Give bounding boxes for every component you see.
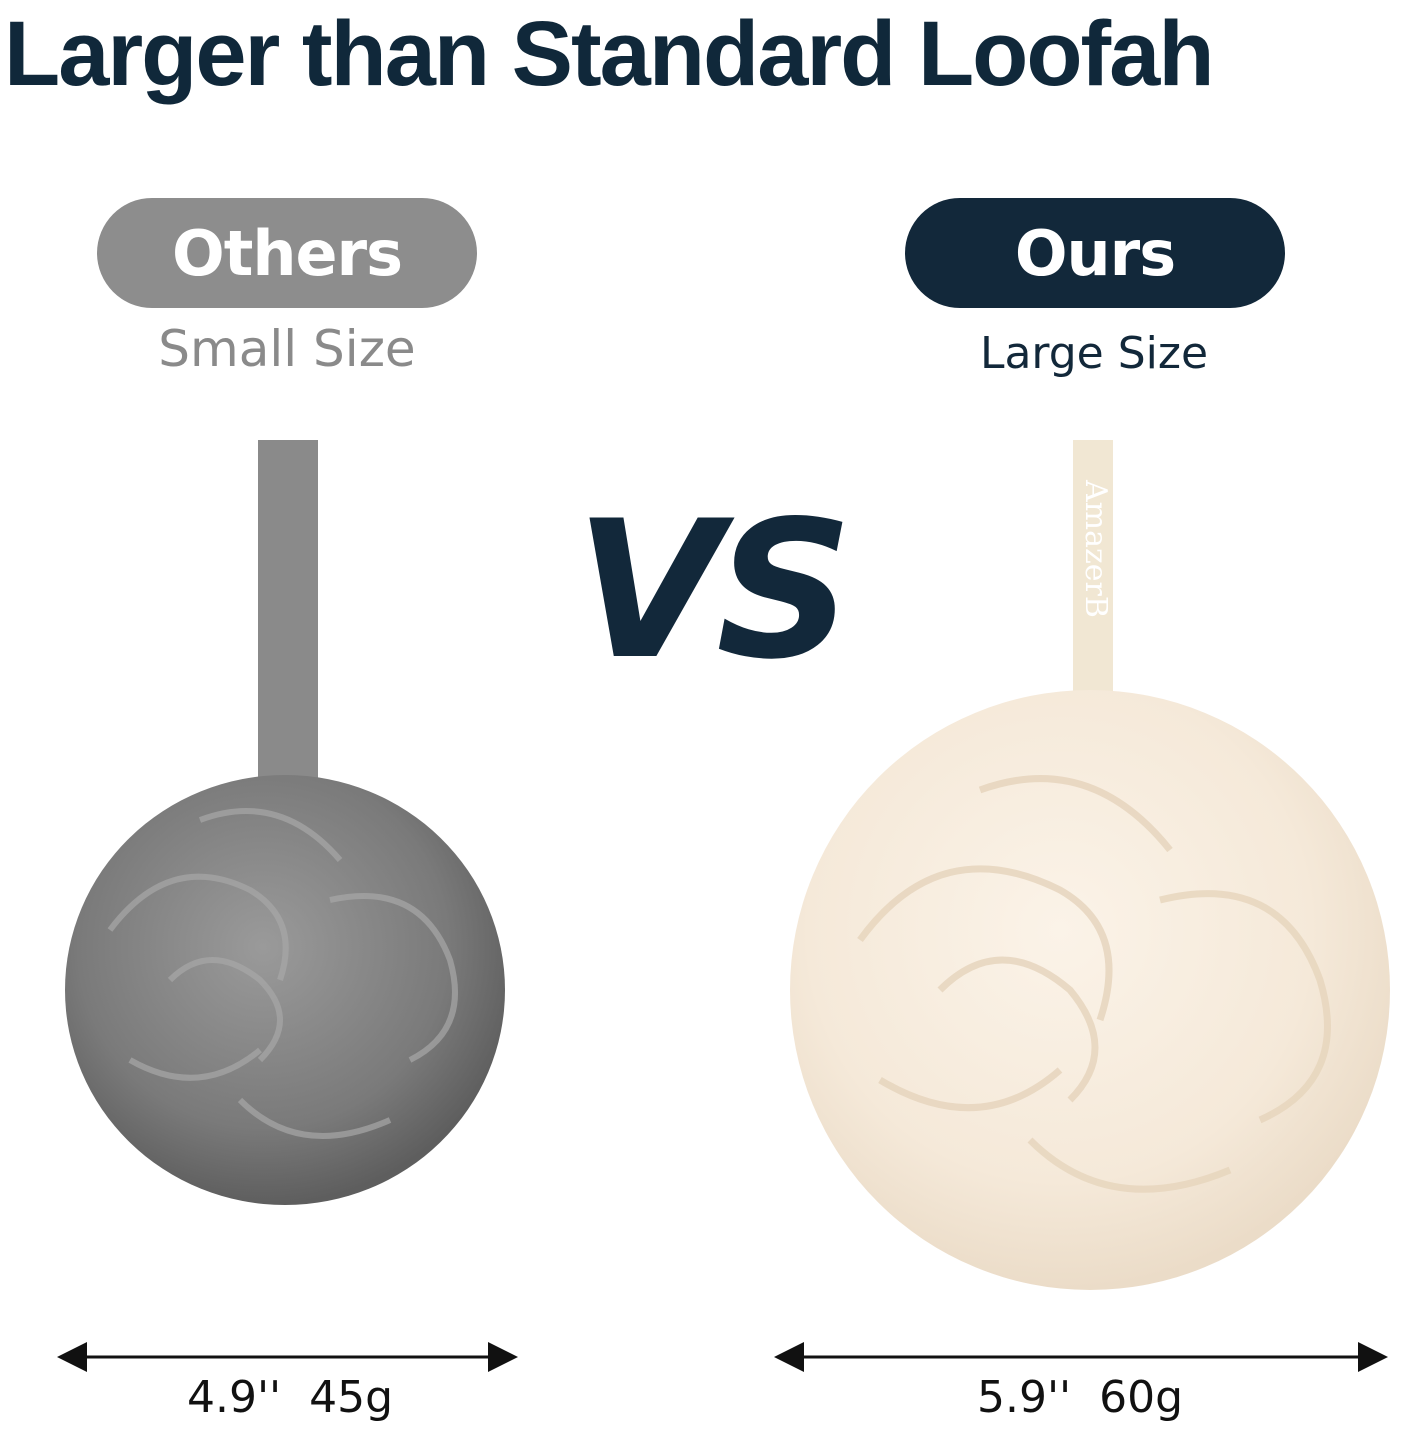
- others-label: Others: [171, 216, 403, 290]
- ours-subtitle: Large Size: [979, 328, 1209, 379]
- cream-loofah-image: AmazerB: [790, 440, 1390, 1290]
- others-measurement: 4.9'' 45g: [186, 1372, 394, 1423]
- vs-text: VS: [575, 480, 853, 701]
- cream-strap: [1073, 440, 1113, 720]
- ours-label: Ours: [1014, 216, 1176, 290]
- gray-strap: [258, 440, 318, 800]
- others-badge: Others: [97, 198, 477, 308]
- gray-loofah-image: [65, 440, 505, 1205]
- page-title: Larger than Standard Loofah: [4, 3, 1215, 105]
- ours-badge: Ours: [905, 198, 1285, 308]
- others-subtitle: Small Size: [158, 320, 416, 378]
- ours-measurement: 5.9'' 60g: [976, 1372, 1184, 1423]
- strap-brand-text: AmazerB: [1078, 479, 1113, 618]
